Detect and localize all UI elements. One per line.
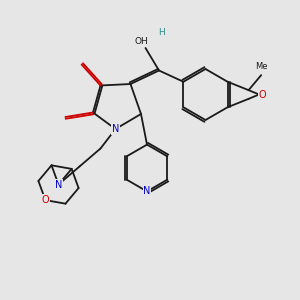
Text: N: N [55, 179, 62, 190]
Text: N: N [112, 124, 119, 134]
Text: H: H [158, 28, 164, 37]
Text: O: O [259, 89, 266, 100]
Text: O: O [42, 195, 49, 205]
Text: N: N [143, 186, 151, 197]
Text: Me: Me [256, 62, 268, 71]
Text: OH: OH [134, 37, 148, 46]
